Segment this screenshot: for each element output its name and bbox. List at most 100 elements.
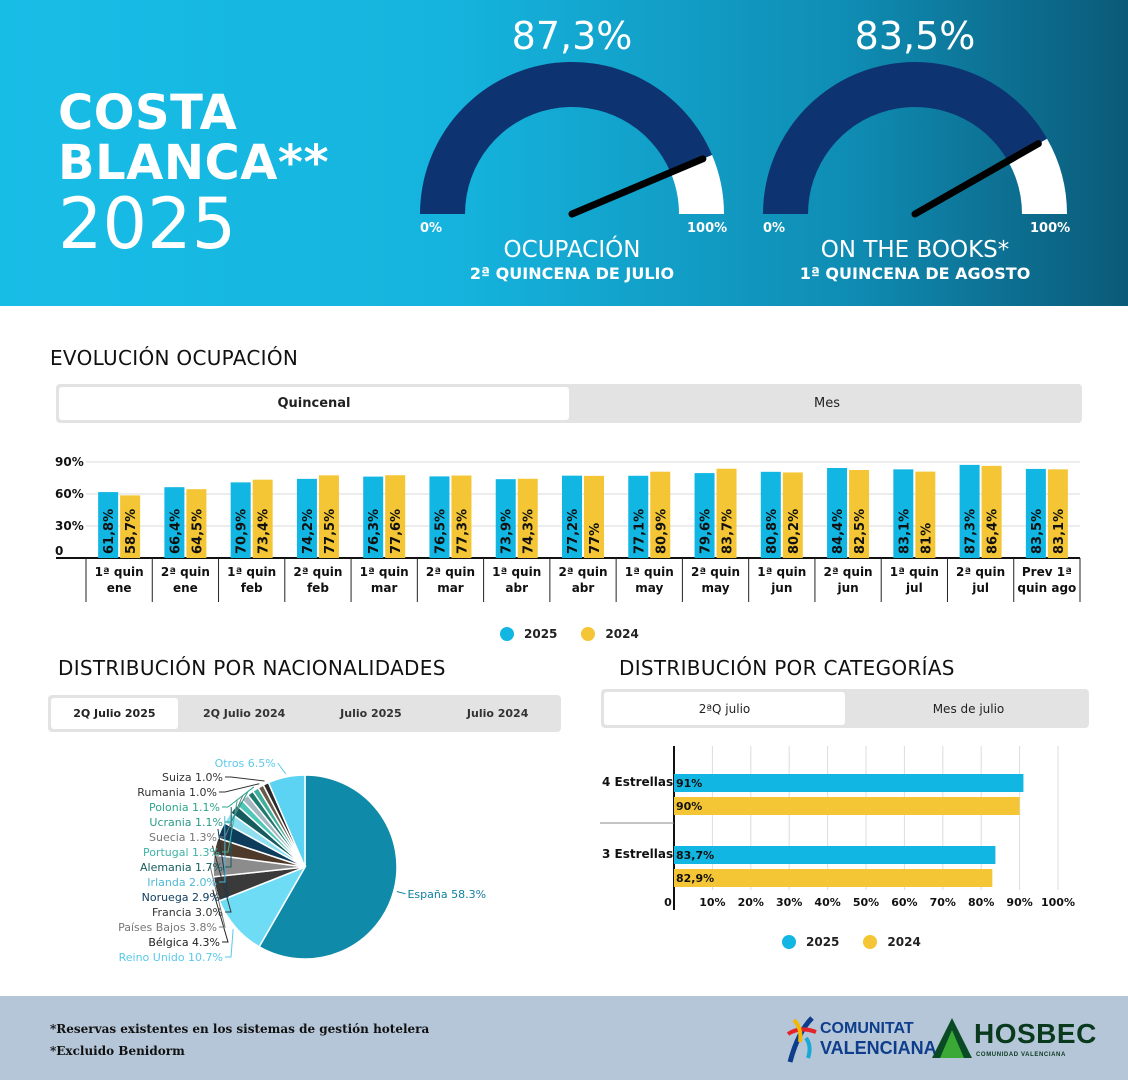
tab-2q-julio-2025[interactable]: 2Q Julio 2025 [51,698,178,729]
pie-leader-line [219,816,226,883]
bar-2024[interactable] [385,475,406,558]
y-tick-label: 30% [55,519,84,533]
y-tick-label: 90% [55,455,84,469]
bar-2025[interactable] [164,487,185,558]
bar-2024[interactable] [584,475,604,558]
gauge-occupancy-min: 0% [420,221,443,236]
legend-dot-2025 [782,935,796,949]
bar-2024[interactable] [674,869,993,887]
bar-2024[interactable] [318,475,339,558]
bar-2024[interactable] [915,471,936,558]
bar-data-label: 77% [588,523,603,554]
tab-2q-julio-2024[interactable]: 2Q Julio 2024 [202,707,286,720]
title-line-2: BLANCA** [58,135,330,191]
bar-2024[interactable] [849,470,870,558]
bar-2024[interactable] [1047,469,1068,558]
gauge-on-the-books-min: 0% [763,221,786,236]
pie-label: Suecia 1.3% [149,831,217,844]
x-tick-label: 2ª quin [956,565,1005,579]
bar-data-label: 84,4% [831,509,846,554]
x-tick-label: Prev 1ª [1022,565,1072,579]
legend-item-2025[interactable]: 2025 [500,627,557,641]
pie-label: Francia 3.0% [152,906,223,919]
bar-data-label: 74,2% [301,509,316,554]
bar-data-label: 70,9% [235,509,250,554]
pie-slice-Otros[interactable] [267,774,306,868]
gauge-occupancy-sublabel: 2ª QUINCENA DE JULIO [469,264,675,283]
nationalities-title: DISTRIBUCIÓN POR NACIONALIDADES [58,656,446,680]
bar-data-label: 73,4% [257,509,272,554]
x-tick-label: 80% [968,896,994,909]
legend-item-2024[interactable]: 2024 [863,935,921,949]
bar-2024[interactable] [120,495,141,558]
bar-2024[interactable] [451,475,472,558]
bar-2025[interactable] [562,475,582,558]
pie-slice-España[interactable] [258,774,398,960]
bar-2025[interactable] [694,473,715,558]
bar-2024[interactable] [782,472,803,558]
bar-2025[interactable] [429,476,450,558]
categories-legend: 2025 2024 [782,935,935,949]
hosbec-triangle-icon [932,1018,972,1058]
pie-label: Noruega 2.9% [142,891,220,904]
bar-2025[interactable] [959,464,980,558]
tab-julio-2024[interactable]: Julio 2024 [466,707,529,720]
x-tick-label: 2ª quin [293,565,342,579]
gauge-occupancy: 87,3% 0% 100% OCUPACIÓN 2ª QUINCENA DE J… [412,0,732,300]
tab-2q-julio[interactable]: 2ªQ julio [604,692,845,725]
x-tick-label: 1ª quin [890,565,939,579]
bar-data-label: 81% [919,523,934,554]
tab-mes[interactable]: Mes [814,396,840,411]
bar-data-label: 77,1% [632,509,647,554]
bar-2025[interactable] [827,467,848,558]
bar-2025[interactable] [98,492,119,558]
pie-label: España 58.3% [407,888,486,901]
bar-data-label: 82,5% [853,509,868,554]
bar-data-label: 82,9% [676,872,714,885]
gauge-on-the-books: 83,5% 0% 100% ON THE BOOKS* 1ª QUINCENA … [755,0,1075,300]
comunitat-valenciana-line2: VALENCIANA [820,1038,937,1058]
pie-leader-line [209,865,226,928]
bar-2025[interactable] [674,774,1024,792]
bar-data-label: 77,5% [323,509,338,554]
tab-julio-2025[interactable]: Julio 2025 [340,707,402,720]
pie-label: Alemania 1.7% [140,861,223,874]
x-tick-label: 1ª quin [360,565,409,579]
bar-data-label: 83,5% [1030,509,1045,554]
bar-2024[interactable] [517,478,538,558]
bar-2025[interactable] [230,482,251,558]
bar-2024[interactable] [186,489,207,558]
pie-leader-line [217,828,229,898]
bar-data-label: 83,7% [721,509,736,554]
bar-2025[interactable] [495,479,516,558]
bar-data-label: 79,6% [699,509,714,554]
bar-2025[interactable] [628,475,649,558]
legend-item-2025[interactable]: 2025 [782,935,839,949]
pie-leader-line [277,762,287,775]
x-tick-label: quin ago [1017,581,1076,595]
bar-2025[interactable] [760,471,781,558]
gauge-on-the-books-label: ON THE BOOKS* [820,237,1010,263]
tab-quincenal[interactable]: Quincenal [59,387,569,420]
x-tick-label: 10% [699,896,725,909]
bar-2024[interactable] [674,797,1020,815]
x-tick-label: 1ª quin [625,565,674,579]
bar-2025[interactable] [893,469,914,558]
bar-2025[interactable] [296,478,317,558]
gauge-on-the-books-value: 83,5% [854,14,976,58]
x-tick-label: 40% [814,896,840,909]
gauge-needle [911,140,1042,218]
tab-mes-de-julio[interactable]: Mes de julio [932,701,1005,716]
bar-2024[interactable] [650,471,671,558]
x-tick-label: 70% [930,896,956,909]
bar-2025[interactable] [1025,468,1046,558]
bar-2024[interactable] [252,479,273,558]
bar-2024[interactable] [981,465,1002,558]
x-tick-label: 2ª quin [161,565,210,579]
bar-2025[interactable] [674,846,996,864]
x-tick-label: feb [241,581,263,595]
bar-2024[interactable] [716,468,737,558]
legend-item-2024[interactable]: 2024 [581,627,639,641]
bar-data-label: 90% [676,800,702,813]
bar-2025[interactable] [363,476,384,558]
